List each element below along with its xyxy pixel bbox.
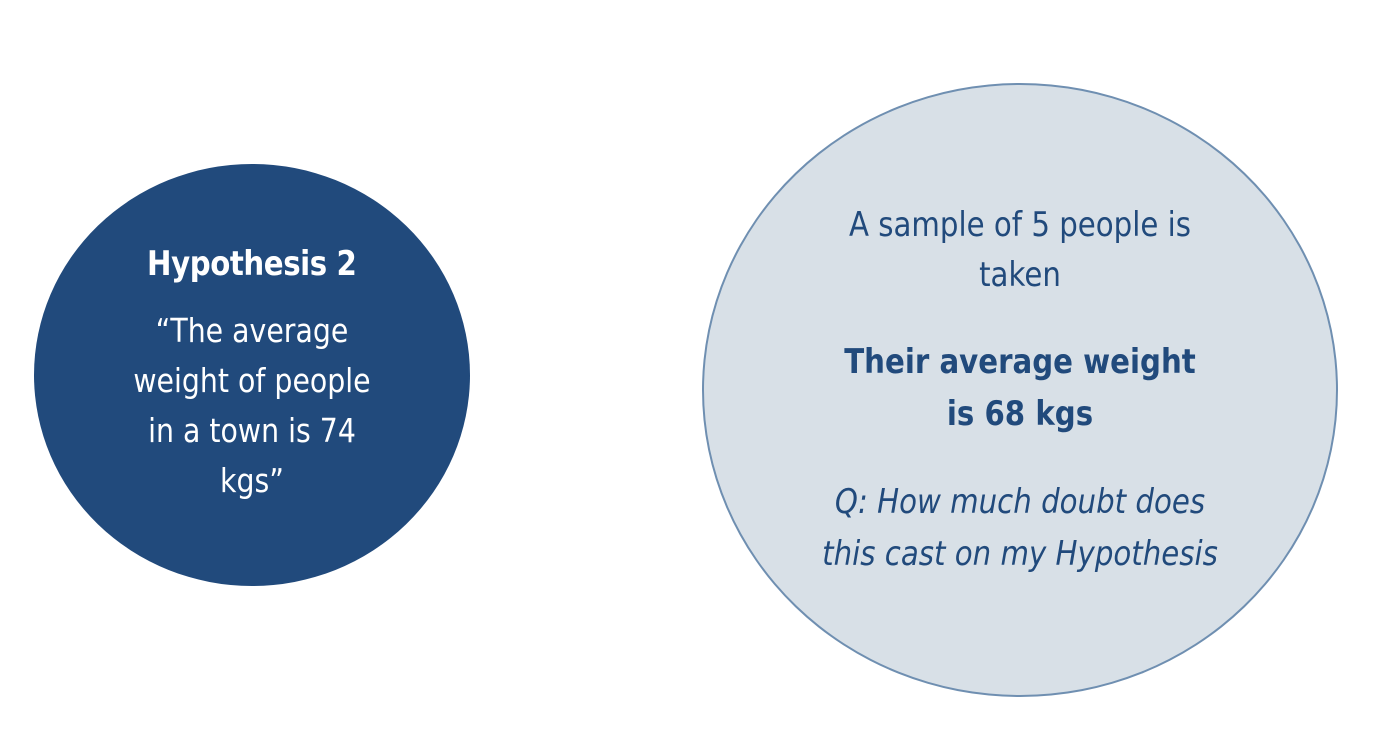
- sample-result: Their average weight is 68 kgs: [844, 342, 1196, 434]
- sample-description: A sample of 5 people is taken: [848, 205, 1192, 295]
- sample-circle: A sample of 5 people is taken Their aver…: [702, 83, 1338, 697]
- hypothesis-statement: “The average weight of people in a town …: [133, 311, 371, 500]
- hypothesis-circle: Hypothesis 2 “The average weight of peop…: [34, 164, 470, 586]
- hypothesis-title: Hypothesis 2: [147, 244, 357, 284]
- sample-question: Q: How much doubt does this cast on my H…: [822, 482, 1218, 574]
